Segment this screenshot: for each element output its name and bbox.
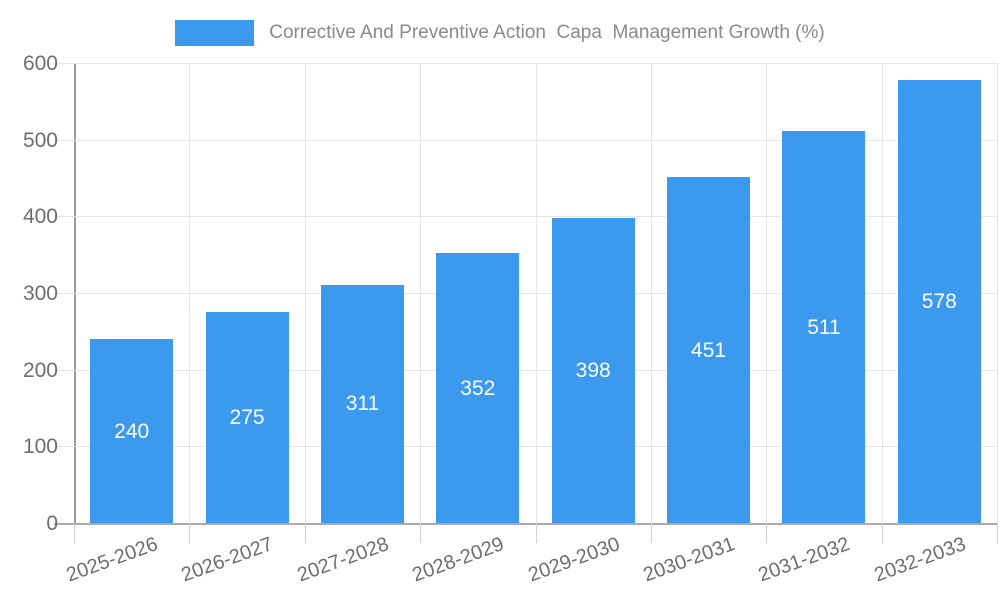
bar[interactable]: 511 — [782, 131, 866, 523]
gridline-v — [766, 63, 768, 523]
x-axis-tick — [997, 523, 998, 543]
x-axis-tick — [650, 523, 652, 543]
x-axis-label: 2025-2026 — [63, 533, 161, 587]
gridline-v — [997, 63, 998, 523]
x-axis-tick — [766, 523, 768, 543]
gridline-h — [54, 216, 997, 218]
x-axis-tick — [74, 523, 75, 543]
legend[interactable]: Corrective And Preventive Action Capa Ma… — [0, 14, 1000, 52]
bar[interactable]: 352 — [436, 253, 520, 523]
bar-value-label: 398 — [575, 358, 611, 382]
gridline-v — [304, 63, 306, 523]
x-axis-tick — [881, 523, 883, 543]
x-axis-tick — [189, 523, 191, 543]
y-axis-tick-label: 300 — [22, 282, 58, 305]
x-axis-tick — [420, 523, 422, 543]
bar[interactable]: 451 — [667, 177, 751, 523]
gridline-h — [54, 293, 997, 294]
bar-value-label: 451 — [691, 338, 727, 362]
x-axis-line — [54, 523, 997, 525]
x-axis-label: 2032-2033 — [871, 533, 969, 587]
x-axis-label: 2026-2027 — [178, 533, 277, 587]
bar[interactable]: 578 — [897, 79, 981, 523]
y-axis-tick-label: 0 — [46, 512, 58, 535]
y-axis-tick-label: 600 — [22, 52, 58, 75]
x-axis-label: 2027-2028 — [294, 533, 392, 587]
plot-area: 240 275 311 352 398 451 511 578 — [54, 63, 998, 543]
gridline-v — [189, 63, 191, 523]
x-axis-tick — [304, 523, 306, 543]
x-axis-label: 2029-2030 — [524, 533, 623, 587]
gridline-h — [54, 139, 997, 141]
bar-value-label: 578 — [921, 289, 957, 313]
gridline-v — [650, 63, 652, 523]
bar-value-label: 352 — [460, 376, 496, 400]
bar[interactable]: 240 — [90, 339, 174, 523]
legend-swatch-icon — [175, 20, 255, 46]
y-axis-tick-label: 100 — [22, 435, 58, 459]
x-axis-label: 2028-2029 — [409, 533, 507, 587]
x-axis-tick — [535, 523, 537, 543]
bar[interactable]: 275 — [205, 312, 289, 523]
gridline-v — [535, 63, 537, 523]
y-axis-tick-label: 200 — [22, 358, 58, 382]
y-axis-tick-label: 400 — [22, 205, 58, 229]
x-axis-label: 2030-2031 — [640, 533, 738, 587]
y-axis-tick-label: 500 — [22, 128, 58, 152]
bar[interactable]: 398 — [551, 217, 635, 523]
bar-value-label: 275 — [229, 406, 265, 430]
bar-value-label: 311 — [345, 392, 380, 416]
bar-value-label: 511 — [807, 315, 841, 339]
bar[interactable]: 311 — [320, 284, 404, 523]
gridline-h — [54, 369, 997, 371]
gridline-v — [420, 63, 422, 523]
gridline-v — [881, 63, 883, 523]
gridline-h — [54, 446, 997, 448]
x-axis-label: 2031-2032 — [755, 533, 854, 587]
gridline-h — [54, 63, 997, 64]
bar-value-label: 240 — [114, 419, 150, 443]
legend-label: Corrective And Preventive Action Capa Ma… — [269, 22, 825, 43]
